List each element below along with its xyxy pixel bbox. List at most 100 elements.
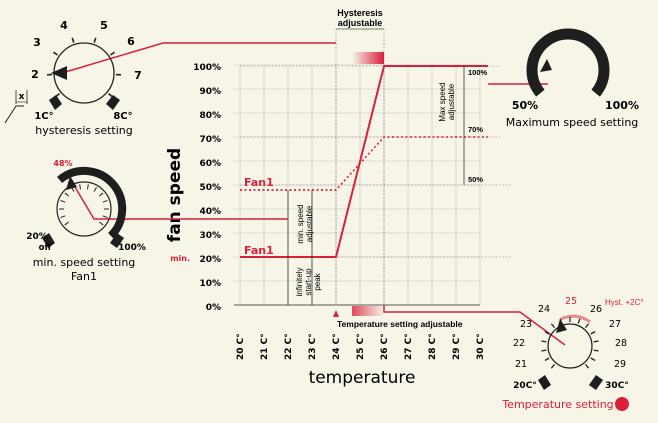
min-speed-arc [57,166,127,239]
y-tick-label: 80% [199,111,221,121]
dial-tick [577,318,581,324]
min-label: min. [170,254,190,263]
x-tick-label: 24 C° [332,333,342,360]
y-tick-label: 20% [199,255,221,265]
hys-num-7: 7 [134,69,142,82]
dial-tick [60,199,66,203]
dial-tick [590,357,596,362]
y-tick-label: 100% [193,63,221,73]
temp-num-24: 24 [538,304,550,315]
hysteresis-pointer [51,66,67,80]
temp-num-22: 22 [513,338,525,349]
min-speed-min-stop-icon [42,233,55,248]
x-tick-label: 27 C° [404,333,414,360]
temp-low-label: 20C° [513,381,537,391]
temp-num-23: 23 [520,319,532,330]
start-up-peak-3: peak [313,272,322,290]
min-speed-max-stop-icon [110,233,124,248]
max-speed-pointer [540,59,552,72]
dial-tick [93,187,97,192]
dial-tick [109,51,116,56]
dial-tick [60,215,66,219]
dial-tick [52,51,59,56]
y-axis-label: fan speed [165,148,185,242]
dial-tick [593,340,599,343]
temp-min-stop-icon [538,375,551,390]
min-speed-dial[interactable] [42,166,127,248]
y-tick-label: 30% [199,231,221,241]
hys-high-label: 8C° [113,111,132,122]
temp-setting-adjustable: Temperature setting adjustable [337,319,463,329]
dial-tick [584,363,590,369]
min-speed-low-sub: off [39,243,52,253]
x-axis-label: temperature [309,368,416,388]
temp-num-29: 29 [614,359,626,370]
min-speed-adjustable-1: min. speed [296,204,305,243]
max-speed-dial[interactable] [526,28,610,97]
x-tick-label: 20 C° [236,333,246,360]
connector-min-speed [71,181,288,220]
connector-hysteresis [61,42,336,74]
hyst-band [560,314,591,324]
hysteresis-adjustable-title-2: adjustable [338,18,383,28]
temp-max-stop-icon [589,375,603,390]
y-tick-label: 90% [199,87,221,97]
hys-x-mark: x [19,92,25,102]
max-speed-high-label: 100% [605,99,639,112]
fan-curve-upper-dotted [240,136,488,191]
temp-high-label: 30C° [605,381,629,391]
start-up-peak-1: infinitely [295,268,304,297]
hysteresis-max-stop-icon [106,95,120,110]
y-tick-label: 0% [206,303,221,313]
dial-tick [590,330,596,335]
hys-low-label: 1C° [34,111,53,122]
min-speed-low-label: 20% [26,232,48,242]
dial-tick [93,37,97,43]
dial-tick [64,221,70,226]
x-tick-label: 21 C° [260,333,270,360]
temp-setpoint-marker [333,310,339,317]
max-speed-caption: Maximum speed setting [506,116,639,129]
dial-tick [86,184,89,190]
hys-num-1: 1 [40,95,41,96]
temp-hyst-label: Hyst. +2C° [605,298,644,307]
temperature-dial[interactable] [538,314,603,390]
dial-tick [107,92,113,98]
hys-num-2: 2 [31,68,39,81]
y-tick-labels: 100% 90% 80% 70% 60% 50% 40% 30% 20% 10% 0% [193,63,221,313]
min-speed-caption-2: Fan1 [71,270,97,283]
max-speed-arc [526,28,610,97]
y-tick-label: 40% [199,207,221,217]
min-speed-ticks [59,184,109,226]
y-tick-label: 60% [199,159,221,169]
record-dot-icon [615,397,629,411]
min-speed-pointer [66,176,77,190]
temp-pointer [556,319,567,333]
temp-num-27: 27 [609,319,621,330]
hys-num-3: 3 [33,36,41,49]
x-tick-label: 30 C° [476,333,486,360]
dial-tick [584,323,590,329]
x-tick-label: 29 C° [452,333,462,360]
connector-temp [383,305,566,346]
dial-tick [541,349,547,352]
x-tick-label: 22 C° [284,333,294,360]
min-speed-high-label: 100% [118,243,146,253]
y-tick-label: 70% [199,135,221,145]
hysteresis-dial-ticks [47,37,121,98]
hysteresis-dial[interactable] [47,37,121,110]
max-speed-adjustable-1: Max speed [438,82,447,121]
dial-tick [544,330,550,335]
hysteresis-adjustable-title-1: Hysteresis [337,8,383,18]
hys-num-6: 6 [127,35,135,48]
temperature-ticks [541,317,599,369]
pct-100-label: 100% [468,68,488,77]
dial-tick [71,37,75,43]
dial-tick [593,349,599,352]
dial-tick [98,192,104,197]
min-speed-pointer-value: 48% [53,159,72,168]
min-speed-adjustable-2: adjustable [305,205,314,242]
hysteresis-min-stop-icon [49,95,62,110]
x-tick-labels: 20 C° 21 C° 22 C° 23 C° 24 C° 25 C° 26 C° 27 C°… [236,333,486,360]
